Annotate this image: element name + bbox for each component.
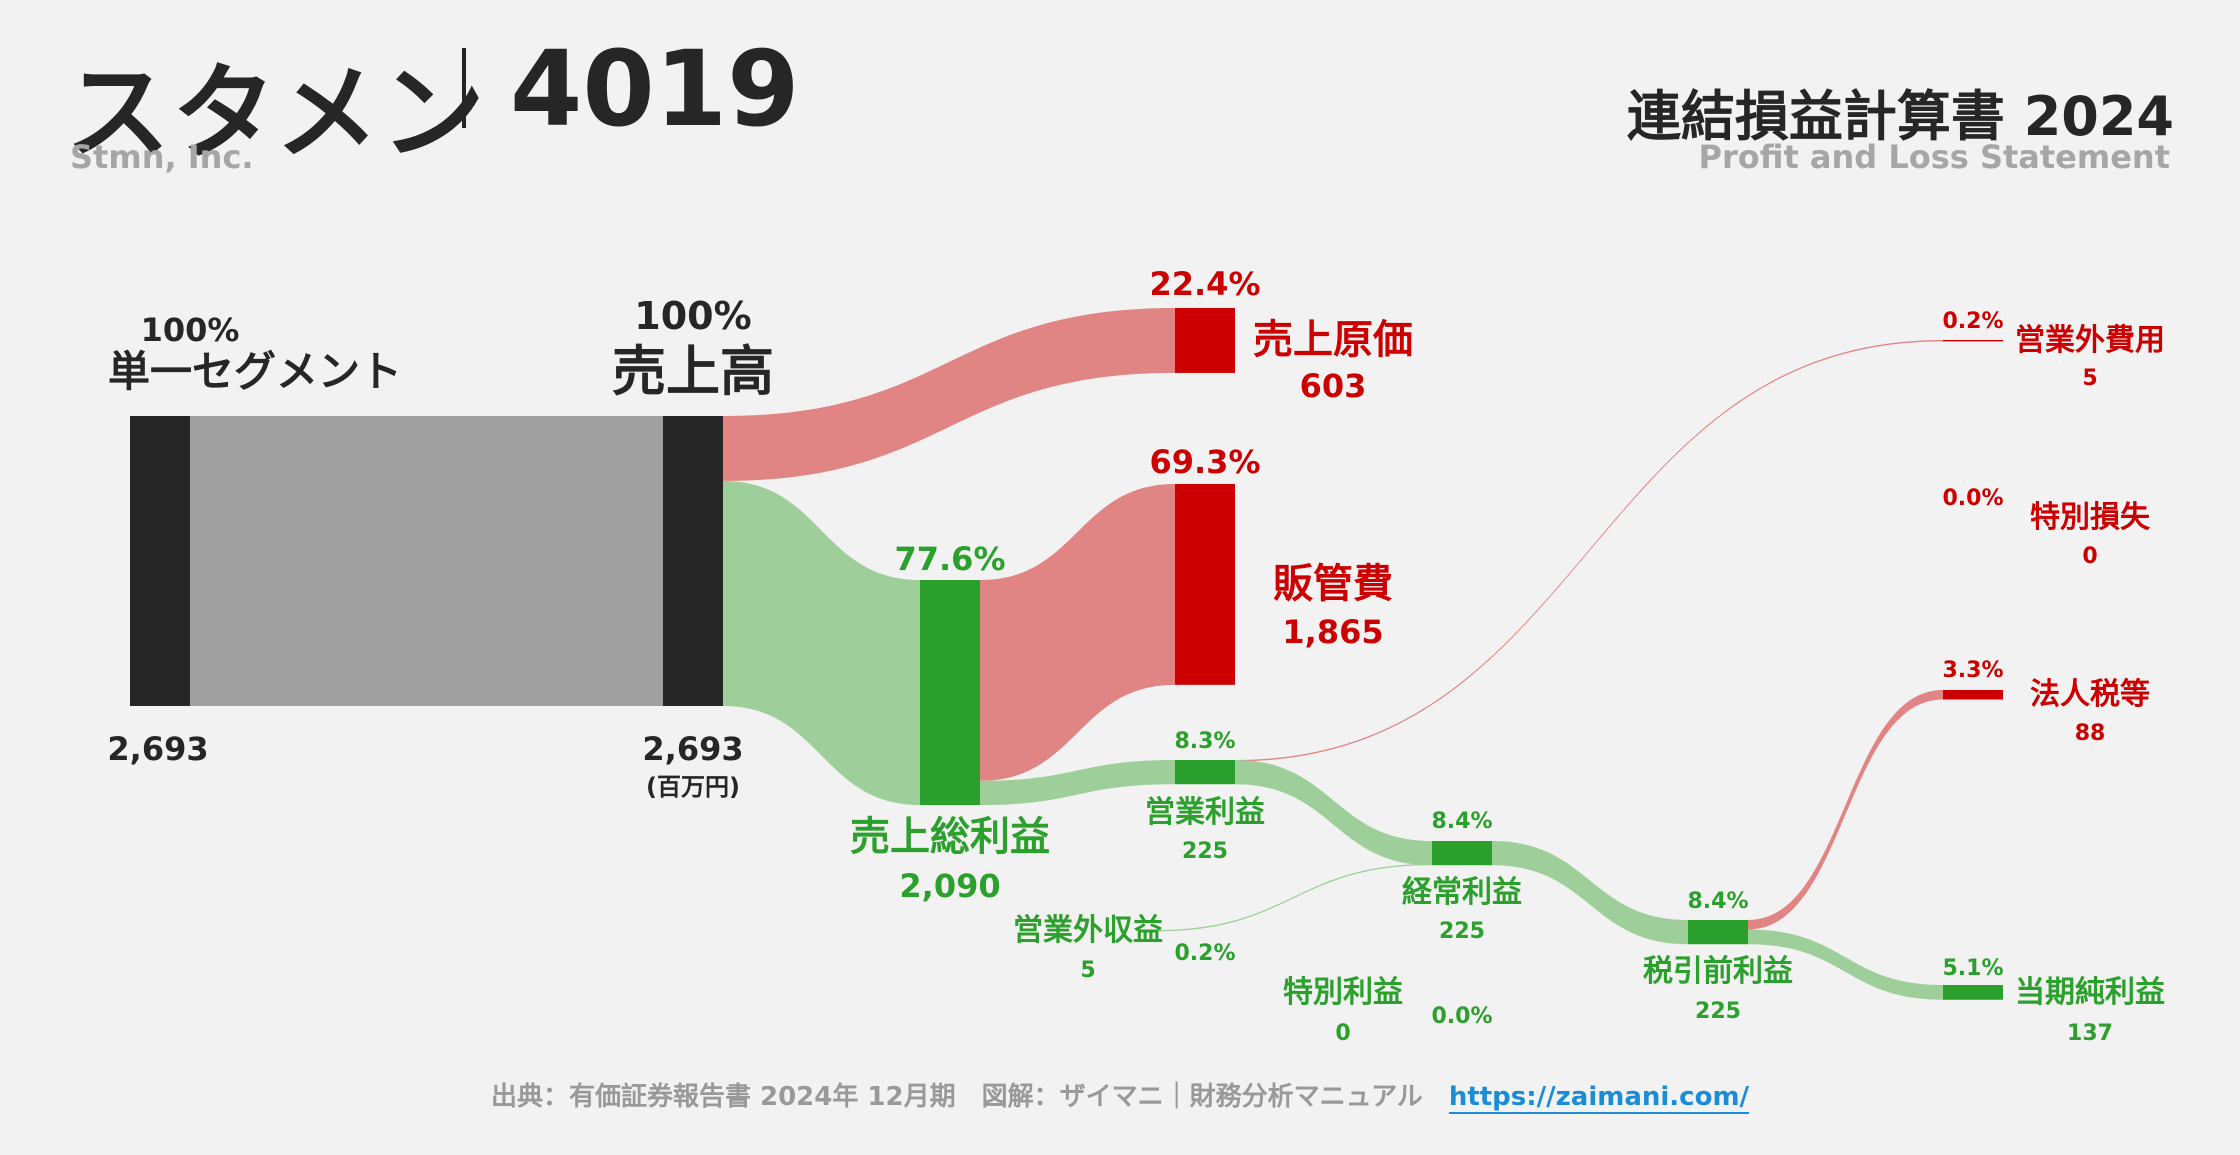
nonop-income-to-ordinary-band xyxy=(1155,863,1432,932)
segment-value: 2,693 xyxy=(107,730,208,768)
gross-profit-value: 2,090 xyxy=(899,867,1000,905)
operating-profit-bar xyxy=(1175,760,1235,785)
operating-profit-value: 225 xyxy=(1182,839,1228,864)
net-income-label: 当期純利益 xyxy=(2015,975,2165,1010)
pretax-profit-label: 税引前利益 xyxy=(1643,954,1793,989)
cogs-bar xyxy=(1175,308,1235,373)
statement-title: 連結損益計算書 2024 xyxy=(1626,85,2174,148)
nonop-expense-value: 5 xyxy=(2082,366,2097,391)
sga-bar xyxy=(1175,484,1235,685)
cogs-value: 603 xyxy=(1300,367,1367,405)
extraordinary-loss-value: 0 xyxy=(2082,544,2097,569)
segment-bar xyxy=(130,416,190,706)
gross-profit-bar xyxy=(920,580,980,806)
pretax-profit-bar xyxy=(1688,920,1748,945)
revenue-label: 売上高 xyxy=(612,340,774,403)
gross-profit-pct: 77.6% xyxy=(894,540,1005,578)
net-income-pct: 5.1% xyxy=(1942,956,2003,981)
company-name: スタメン xyxy=(66,52,487,174)
ordinary-profit-bar xyxy=(1432,841,1492,866)
net-income-bar xyxy=(1943,985,2003,1000)
nonop-income-label: 営業外収益 xyxy=(1013,913,1163,948)
unit-label: (百万円) xyxy=(646,773,740,801)
net-income-value: 137 xyxy=(2067,1021,2113,1046)
pretax-profit-pct: 8.4% xyxy=(1687,889,1748,914)
sga-value: 1,865 xyxy=(1282,613,1383,651)
ordinary-to-pretax-band xyxy=(1492,841,1688,945)
ordinary-profit-label: 経常利益 xyxy=(1402,875,1522,910)
sga-label: 販管費 xyxy=(1273,561,1393,607)
nonop-expense-pct: 0.2% xyxy=(1942,309,2003,334)
extraordinary-loss-label: 特別損失 xyxy=(2030,500,2151,535)
footer-link[interactable]: https://zaimani.com/ xyxy=(1448,1082,1750,1114)
operating-profit-label: 営業利益 xyxy=(1145,795,1265,830)
segment-to-revenue-band xyxy=(190,416,663,706)
revenue-value: 2,693 xyxy=(642,730,743,768)
tax-bar xyxy=(1943,690,2003,700)
tax-value: 88 xyxy=(2075,721,2106,746)
ordinary-profit-pct: 8.4% xyxy=(1431,809,1492,834)
revenue-to-cogs-band xyxy=(723,308,1175,481)
ordinary-profit-value: 225 xyxy=(1439,919,1485,944)
footer-source: 出典：有価証券報告書 2024年 12月期 図解：ザイマニ｜財務分析マニュアル xyxy=(490,1082,1423,1112)
segment-label: 単一セグメント xyxy=(108,347,402,396)
title-divider xyxy=(462,48,466,128)
revenue-bar xyxy=(663,416,723,706)
op-to-nonop-expense-band xyxy=(1235,340,1943,762)
cogs-label: 売上原価 xyxy=(1253,317,1413,363)
statement-subtitle: Profit and Loss Statement xyxy=(1698,138,2170,176)
tax-pct: 3.3% xyxy=(1942,658,2003,683)
nonop-income-value: 5 xyxy=(1080,958,1095,983)
extraordinary-loss-pct: 0.0% xyxy=(1942,486,2003,511)
operating-profit-pct: 8.3% xyxy=(1174,729,1235,754)
cogs-pct: 22.4% xyxy=(1149,265,1260,303)
revenue-to-gross-band xyxy=(723,480,920,806)
gross-to-sga-band xyxy=(980,484,1175,781)
sga-pct: 69.3% xyxy=(1149,443,1260,481)
gross-profit-label: 売上総利益 xyxy=(850,814,1050,860)
footer: 出典：有価証券報告書 2024年 12月期 図解：ザイマニ｜財務分析マニュアル h… xyxy=(0,1076,2240,1114)
extraordinary-gain-pct: 0.0% xyxy=(1431,1004,1492,1029)
nonop-expense-label: 営業外費用 xyxy=(2015,323,2165,358)
company-name-en: Stmn, Inc. xyxy=(70,138,254,176)
extraordinary-gain-label: 特別利益 xyxy=(1283,975,1403,1010)
pretax-profit-value: 225 xyxy=(1695,999,1741,1024)
nonop-income-pct: 0.2% xyxy=(1174,941,1235,966)
pretax-to-tax-band xyxy=(1748,690,1943,930)
stock-code: 4019 xyxy=(510,28,800,150)
revenue-pct: 100% xyxy=(634,294,751,338)
pretax-to-net-band xyxy=(1748,929,1943,1000)
gross-to-op-band xyxy=(980,760,1175,806)
op-to-ordinary-band xyxy=(1235,760,1432,866)
extraordinary-gain-value: 0 xyxy=(1335,1021,1350,1046)
segment-pct: 100% xyxy=(141,311,240,349)
nonop-expense-bar xyxy=(1943,340,2003,342)
tax-label: 法人税等 xyxy=(2030,677,2150,712)
